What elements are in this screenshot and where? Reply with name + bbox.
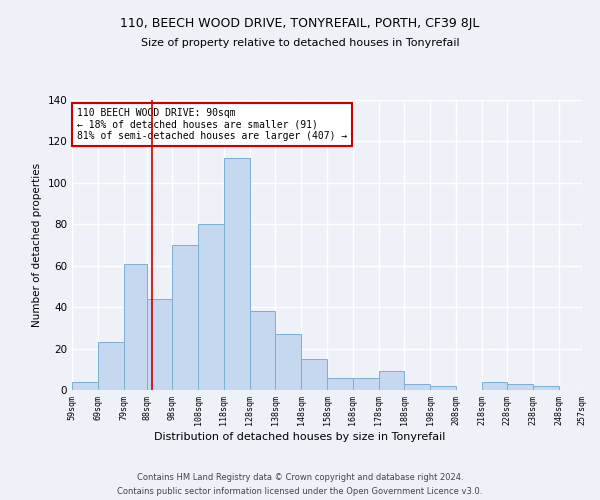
Bar: [124, 264, 146, 390]
Bar: [301, 359, 327, 390]
Bar: [198, 224, 224, 390]
Bar: [379, 372, 404, 390]
Bar: [482, 382, 508, 390]
Bar: [250, 312, 275, 390]
Y-axis label: Number of detached properties: Number of detached properties: [32, 163, 42, 327]
Bar: [72, 382, 98, 390]
Bar: [146, 299, 172, 390]
Text: Contains public sector information licensed under the Open Government Licence v3: Contains public sector information licen…: [118, 488, 482, 496]
Bar: [508, 384, 533, 390]
Bar: [224, 158, 250, 390]
Bar: [353, 378, 379, 390]
Bar: [275, 334, 301, 390]
Bar: [404, 384, 430, 390]
Text: 110, BEECH WOOD DRIVE, TONYREFAIL, PORTH, CF39 8JL: 110, BEECH WOOD DRIVE, TONYREFAIL, PORTH…: [121, 18, 479, 30]
Text: Contains HM Land Registry data © Crown copyright and database right 2024.: Contains HM Land Registry data © Crown c…: [137, 472, 463, 482]
Text: Size of property relative to detached houses in Tonyrefail: Size of property relative to detached ho…: [140, 38, 460, 48]
Bar: [533, 386, 559, 390]
Bar: [430, 386, 456, 390]
Text: 110 BEECH WOOD DRIVE: 90sqm
← 18% of detached houses are smaller (91)
81% of sem: 110 BEECH WOOD DRIVE: 90sqm ← 18% of det…: [77, 108, 347, 142]
Bar: [327, 378, 353, 390]
Bar: [98, 342, 124, 390]
Text: Distribution of detached houses by size in Tonyrefail: Distribution of detached houses by size …: [154, 432, 446, 442]
Bar: [172, 245, 198, 390]
